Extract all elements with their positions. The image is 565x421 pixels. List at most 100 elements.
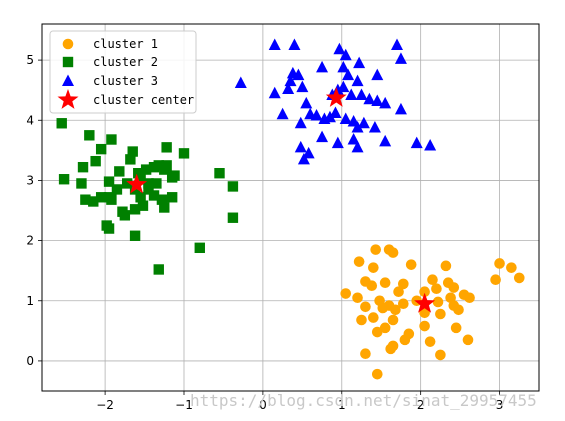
cluster-3-point bbox=[357, 116, 370, 129]
cluster-3-point bbox=[379, 134, 392, 147]
cluster-3-point bbox=[363, 92, 376, 105]
cluster-2-point bbox=[111, 184, 123, 195]
cluster-1-point bbox=[432, 296, 444, 308]
cluster-2-point bbox=[153, 160, 164, 171]
cluster-2-point bbox=[95, 143, 107, 155]
cluster-2-point bbox=[127, 146, 138, 157]
x-tick-label: −1 bbox=[175, 398, 193, 412]
x-axis-ticks: −2 −1 0 1 2 3 bbox=[96, 391, 503, 412]
y-tick-label: 5 bbox=[26, 53, 34, 67]
cluster-2-point bbox=[95, 192, 107, 203]
cluster-1-point bbox=[390, 304, 401, 316]
cluster-3-point bbox=[294, 116, 307, 129]
legend-marker-cluster-1 bbox=[62, 38, 74, 50]
cluster-2-point bbox=[129, 204, 141, 215]
grid-lines bbox=[42, 24, 539, 391]
cluster-1-point bbox=[435, 308, 446, 320]
cluster-2-point bbox=[76, 178, 87, 189]
cluster-3-point bbox=[297, 152, 310, 165]
watermark-text: https://blog.csdn.net/sinat_29957455 bbox=[190, 391, 537, 410]
cluster-2-point bbox=[84, 130, 95, 141]
cluster-2-point bbox=[135, 174, 146, 185]
y-tick-label: 2 bbox=[26, 234, 34, 248]
cluster-2-point bbox=[137, 200, 149, 211]
y-tick-label: 3 bbox=[26, 173, 34, 187]
cluster-1-point bbox=[506, 262, 517, 273]
x-tick-label: 0 bbox=[259, 398, 267, 412]
y-axis-ticks: 0 1 2 3 4 5 bbox=[26, 53, 42, 368]
cluster-1-point bbox=[366, 280, 378, 292]
cluster-3-point bbox=[300, 96, 313, 109]
cluster-2-point bbox=[161, 142, 172, 153]
cluster-2-point bbox=[140, 164, 152, 175]
cluster-2-point bbox=[77, 161, 89, 173]
cluster-2-point bbox=[106, 134, 117, 145]
cluster-3-point bbox=[316, 60, 329, 73]
legend-markers bbox=[57, 38, 79, 109]
cluster-3-point bbox=[234, 76, 247, 88]
cluster-1-point bbox=[453, 304, 464, 316]
cluster-1-point bbox=[419, 307, 430, 319]
cluster-3-point bbox=[284, 74, 297, 87]
cluster-2-point bbox=[151, 178, 162, 189]
cluster-3-point bbox=[268, 86, 281, 99]
cluster-1-point bbox=[393, 286, 404, 298]
y-tick-label: 4 bbox=[26, 113, 34, 127]
cluster-1-point bbox=[368, 312, 379, 323]
cluster-3-point bbox=[268, 38, 281, 51]
cluster-3-point bbox=[304, 107, 317, 120]
cluster-2-point bbox=[166, 192, 178, 203]
cluster-center-marker bbox=[414, 292, 436, 313]
cluster-2-point bbox=[135, 192, 146, 203]
cluster-center-marker bbox=[126, 173, 148, 194]
cluster-2-point bbox=[153, 264, 164, 275]
cluster-1-point bbox=[464, 292, 475, 304]
cluster-2-point bbox=[103, 176, 115, 187]
y-tick-label: 0 bbox=[26, 354, 34, 368]
cluster-3-point bbox=[339, 48, 352, 61]
cluster-3-point bbox=[342, 68, 355, 81]
cluster-1-point bbox=[370, 244, 382, 255]
cluster-2-point bbox=[122, 178, 133, 189]
cluster-2-point bbox=[161, 160, 172, 171]
x-tick-label: 3 bbox=[496, 398, 504, 412]
cluster-3-point bbox=[288, 38, 301, 51]
cluster-1-point bbox=[379, 277, 391, 289]
cluster-3-point bbox=[337, 60, 350, 73]
cluster-2-point bbox=[227, 212, 239, 223]
cluster-1-point bbox=[419, 286, 430, 298]
cluster-1-point bbox=[371, 326, 383, 338]
cluster-3-point bbox=[391, 38, 403, 51]
cluster-3-point bbox=[331, 136, 344, 149]
cluster-2-point bbox=[227, 181, 239, 192]
legend-label-cluster-2: cluster 2 bbox=[93, 55, 158, 69]
cluster-2-point bbox=[133, 168, 144, 179]
cluster-3-point bbox=[294, 140, 307, 153]
cluster-1-point bbox=[399, 334, 411, 346]
cluster-1-point bbox=[379, 322, 391, 334]
cluster-1-point bbox=[435, 349, 446, 361]
cluster-1-point bbox=[340, 288, 352, 299]
cluster-3-point bbox=[292, 68, 305, 81]
cluster-1-point bbox=[440, 260, 452, 272]
cluster-1-point bbox=[419, 320, 430, 332]
cluster-2-point bbox=[80, 194, 91, 205]
cluster-3-point bbox=[351, 120, 364, 133]
cluster-1-point bbox=[398, 298, 409, 310]
cluster-3-point bbox=[345, 88, 358, 100]
cluster-center-marker bbox=[325, 87, 347, 107]
cluster-1-point bbox=[360, 301, 371, 313]
cluster-3-point bbox=[410, 136, 423, 149]
x-tick-label: 1 bbox=[338, 398, 346, 412]
legend-marker-cluster-center bbox=[57, 89, 79, 109]
cluster-3-point bbox=[424, 139, 437, 151]
cluster-1-point bbox=[368, 262, 379, 273]
x-tick-label: 2 bbox=[417, 398, 425, 412]
cluster-3-point bbox=[394, 102, 407, 115]
cluster-3-point bbox=[368, 120, 381, 133]
cluster-2-point bbox=[178, 148, 190, 159]
cluster-1-point bbox=[352, 292, 363, 304]
cluster-3-point bbox=[296, 80, 309, 93]
cluster-3-point bbox=[316, 130, 329, 143]
